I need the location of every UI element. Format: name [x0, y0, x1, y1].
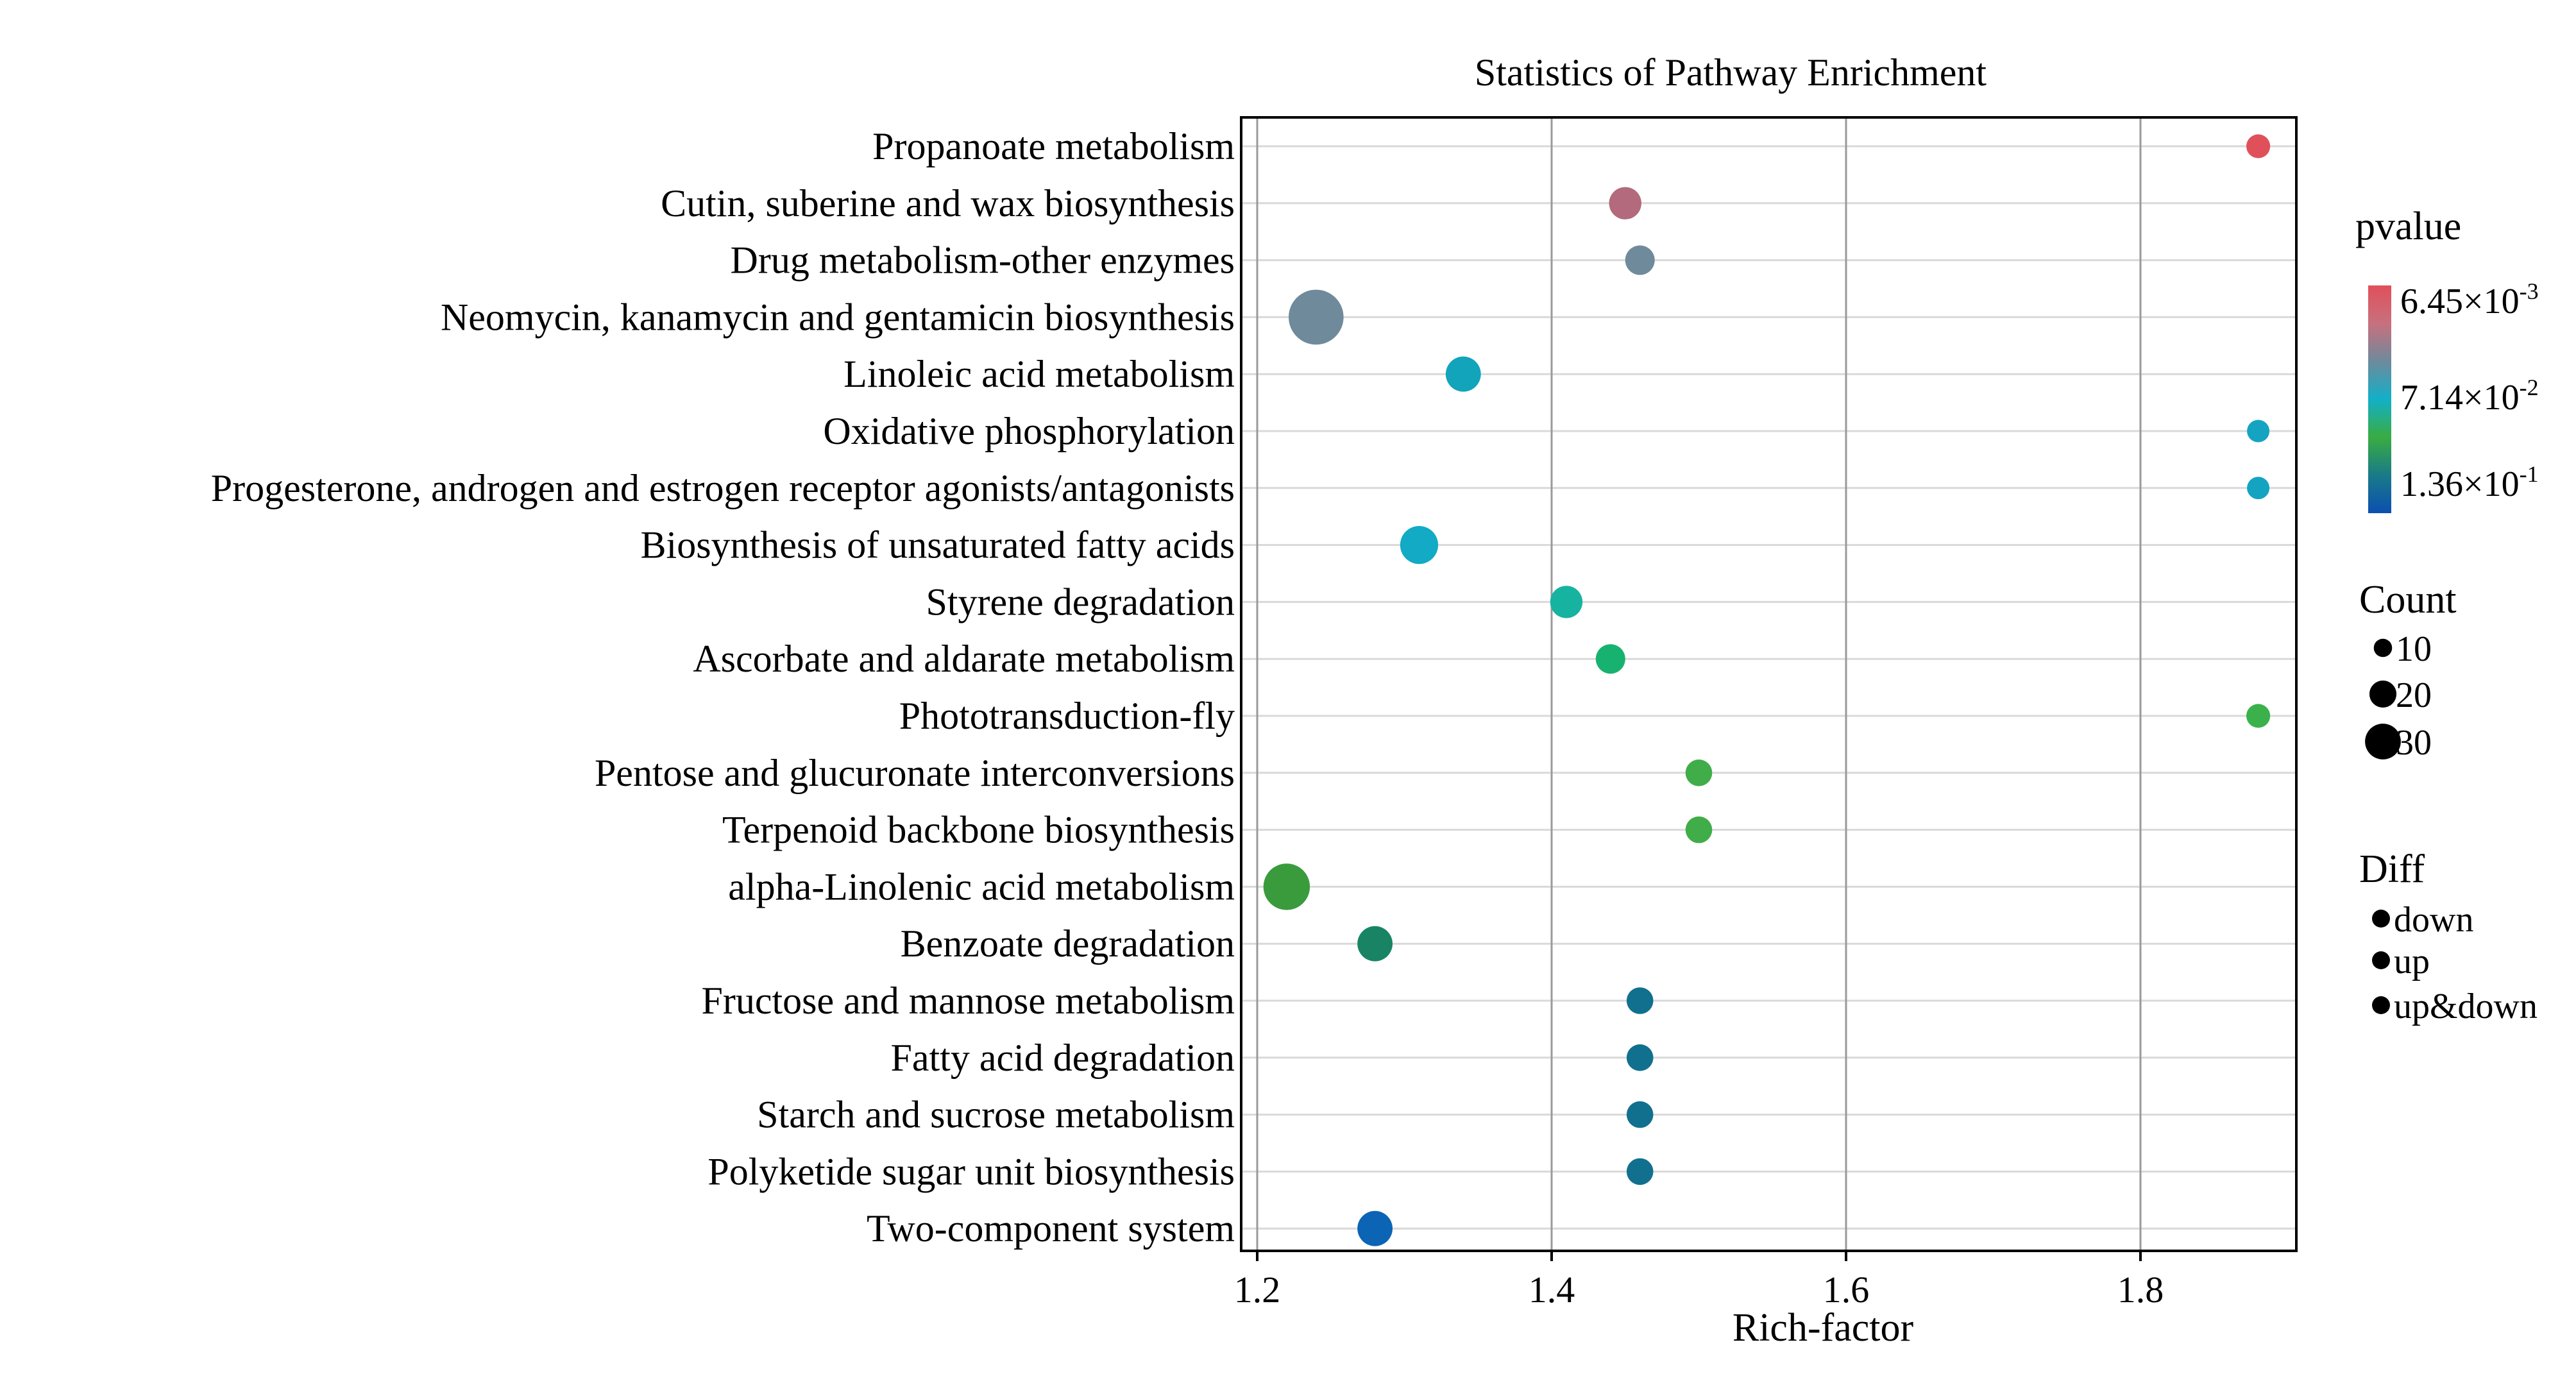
pvalue-legend-title: pvalue [2355, 205, 2461, 248]
data-point [2247, 420, 2270, 443]
diff-legend-dot [2372, 996, 2390, 1014]
y-category-label: Neomycin, kanamycin and gentamicin biosy… [441, 296, 1235, 338]
x-tick-label: 1.2 [1234, 1269, 1281, 1311]
y-category-label: Linoleic acid metabolism [843, 353, 1235, 395]
y-category-label: Two-component system [867, 1207, 1235, 1250]
data-point [2247, 477, 2270, 500]
y-category-label: Phototransduction-fly [899, 695, 1235, 737]
diff-legend-label: down [2394, 900, 2473, 940]
y-category-label: Fatty acid degradation [891, 1037, 1235, 1079]
data-point [1609, 187, 1641, 219]
data-point [1685, 759, 1713, 786]
plot-frame [1240, 116, 2298, 1252]
diff-legend-dot [2372, 910, 2390, 928]
count-legend-title: Count [2359, 578, 2457, 622]
count-legend-label: 20 [2396, 675, 2432, 715]
y-category-label: Propanoate metabolism [872, 125, 1235, 167]
y-category-label: Ascorbate and aldarate metabolism [693, 638, 1235, 680]
y-category-label: Benzoate degradation [901, 922, 1235, 965]
count-legend-dot [2369, 680, 2397, 708]
data-point [1357, 926, 1393, 962]
data-point [1626, 1044, 1654, 1071]
count-legend-dot [2373, 638, 2393, 658]
data-point [1289, 289, 1344, 345]
x-tick-label: 1.4 [1529, 1269, 1575, 1311]
chart-title: Statistics of Pathway Enrichment [1475, 51, 1987, 94]
x-tick-label: 1.8 [2117, 1269, 2164, 1311]
data-point [1357, 1210, 1393, 1246]
y-category-label: Terpenoid backbone biosynthesis [722, 809, 1235, 851]
y-category-label: Fructose and mannose metabolism [701, 980, 1235, 1022]
y-category-label: Drug metabolism-other enzymes [731, 239, 1235, 282]
diff-legend-label: up [2394, 942, 2430, 981]
data-point [1685, 816, 1713, 844]
pvalue-legend-label: 1.36×10-1 [2400, 461, 2539, 504]
data-points [1263, 134, 2271, 1246]
y-category-label: Oxidative phosphorylation [823, 410, 1235, 452]
y-category-label: Pentose and glucuronate interconversions [595, 752, 1235, 794]
pvalue-legend-labels: 6.45×10-3 7.14×10-2 1.36×10-1 [2400, 278, 2539, 504]
data-point [1595, 644, 1625, 674]
data-point [1400, 526, 1439, 564]
count-legend-dot [2365, 724, 2401, 759]
data-point [1626, 1101, 1654, 1128]
pvalue-legend-label: 6.45×10-3 [2400, 278, 2539, 321]
diff-legend-title: Diff [2359, 847, 2425, 891]
y-category-label: Cutin, suberine and wax biosynthesis [661, 182, 1235, 225]
y-category-label: Starch and sucrose metabolism [757, 1094, 1235, 1136]
x-tick-label: 1.6 [1823, 1269, 1870, 1311]
data-point [1626, 1158, 1654, 1185]
count-legend-items: 10 20 30 [2365, 629, 2432, 763]
data-point [2246, 704, 2271, 728]
data-point [1625, 245, 1655, 275]
y-category-label: Styrene degradation [926, 581, 1235, 623]
count-legend-label: 10 [2396, 629, 2432, 669]
y-category-label: Progesterone, androgen and estrogen rece… [211, 467, 1235, 509]
pvalue-colorbar [2368, 285, 2391, 513]
y-category-label: Polyketide sugar unit biosynthesis [708, 1150, 1235, 1192]
x-axis-ticks: 1.2 1.4 1.6 1.8 [1234, 1251, 2164, 1311]
data-point [2246, 134, 2271, 158]
count-legend-label: 30 [2396, 723, 2432, 763]
y-axis-labels: Propanoate metabolism Cutin, suberine and… [211, 125, 1235, 1250]
data-point [1626, 987, 1654, 1014]
pvalue-legend-label: 7.14×10-2 [2400, 375, 2539, 418]
diff-legend-dot [2372, 951, 2390, 969]
grid-lines [1241, 117, 2296, 1251]
x-axis-title: Rich-factor [1733, 1306, 1914, 1350]
data-point [1445, 356, 1481, 392]
legend: pvalue 6.45×10-3 7.14×10-2 1.36×10-1 Count… [2355, 205, 2539, 1026]
data-point [1263, 863, 1310, 910]
y-category-label: alpha-Linolenic acid metabolism [728, 865, 1235, 908]
y-category-label: Biosynthesis of unsaturated fatty acids [641, 524, 1235, 566]
data-point [1550, 586, 1583, 618]
diff-legend-label: up&down [2394, 987, 2538, 1026]
